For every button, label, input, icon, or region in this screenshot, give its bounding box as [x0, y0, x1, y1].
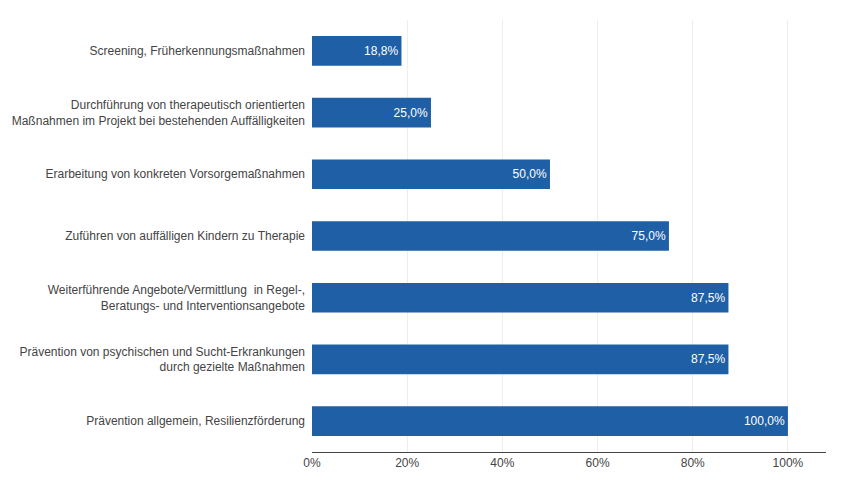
svg-text:87,5%: 87,5% — [691, 291, 725, 305]
svg-text:87,5%: 87,5% — [691, 352, 725, 366]
svg-text:20%: 20% — [395, 456, 419, 470]
svg-text:75,0%: 75,0% — [632, 229, 666, 243]
svg-text:100,0%: 100,0% — [744, 414, 785, 428]
svg-text:0%: 0% — [303, 456, 321, 470]
svg-text:Zuführen von auffälligen Kinde: Zuführen von auffälligen Kindern zu Ther… — [65, 229, 305, 243]
svg-text:50,0%: 50,0% — [513, 167, 547, 181]
svg-text:Durchführung von therapeutisch: Durchführung von therapeutisch orientier… — [12, 98, 305, 128]
svg-text:60%: 60% — [586, 456, 610, 470]
svg-text:25,0%: 25,0% — [394, 106, 428, 120]
svg-text:Prävention allgemein, Resilien: Prävention allgemein, Resilienzförderung — [86, 414, 305, 428]
svg-text:18,8%: 18,8% — [364, 44, 398, 58]
svg-text:Screening, Früherkennungsmaßna: Screening, Früherkennungsmaßnahmen — [90, 44, 305, 58]
svg-text:Erarbeitung von konkreten Vors: Erarbeitung von konkreten Vorsorgemaßnah… — [46, 167, 305, 181]
svg-text:80%: 80% — [681, 456, 705, 470]
svg-text:40%: 40% — [490, 456, 514, 470]
svg-text:Prävention von psychischen und: Prävention von psychischen und Sucht-Erk… — [19, 345, 305, 375]
svg-text:100%: 100% — [773, 456, 804, 470]
svg-text:Weiterführende Angebote/Vermit: Weiterführende Angebote/Vermittlung in R… — [48, 283, 306, 313]
